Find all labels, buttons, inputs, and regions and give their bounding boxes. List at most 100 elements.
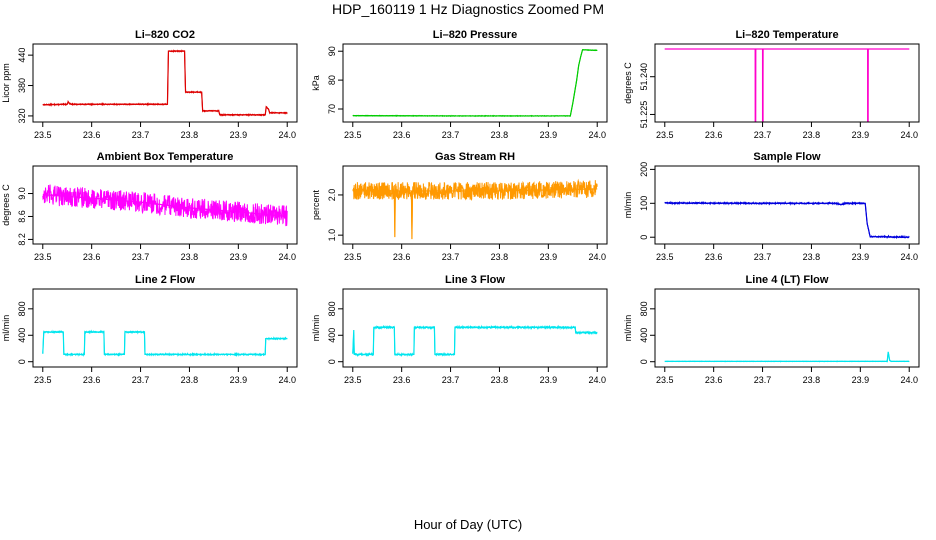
- y-tick-label: 51.225: [639, 101, 649, 129]
- plot-frame: [654, 288, 920, 368]
- series-line-base: [352, 49, 598, 117]
- x-tick-label: 23.9: [230, 375, 248, 385]
- y-tick-label: 0: [327, 359, 337, 364]
- x-tick-label: 23.9: [230, 252, 248, 262]
- chart-panel-9: Line 4 (LT) Flow 23.5 23.6 23.7 23.8 23.9 24.0…: [623, 274, 920, 385]
- y-tick-label: 380: [17, 78, 27, 93]
- y-tick-label: 100: [639, 196, 649, 211]
- panel-title: Line 2 Flow: [135, 274, 195, 286]
- y-axis-label: ml/min: [1, 315, 11, 342]
- series-line: [352, 178, 598, 231]
- x-tick-label: 23.6: [705, 252, 723, 262]
- chart-panel-8: Line 3 Flow 23.5 23.6 23.7 23.8 23.9 24.0 0 400 8…: [311, 274, 608, 385]
- y-axis-label: Licor ppm: [1, 63, 11, 103]
- x-tick-label: 23.5: [656, 130, 674, 140]
- chart-panel-7: Line 2 Flow 23.5 23.6 23.7 23.8 23.9 24.0 0 400 8…: [1, 274, 298, 385]
- x-tick-label: 23.6: [393, 252, 411, 262]
- series-line: [664, 352, 910, 363]
- x-tick-label: 24.0: [588, 130, 606, 140]
- x-tick-label: 23.5: [34, 375, 52, 385]
- series-line-base: [42, 331, 288, 356]
- panel-title: Ambient Box Temperature: [97, 151, 234, 163]
- y-tick-label: 0: [639, 235, 649, 240]
- y-tick-label: 51.240: [639, 63, 649, 91]
- series-line: [664, 48, 910, 122]
- x-tick-label: 23.5: [656, 375, 674, 385]
- plot-frame: [342, 288, 608, 368]
- x-tick-label: 23.9: [540, 252, 558, 262]
- panel-title: Line 3 Flow: [445, 274, 505, 286]
- x-tick-label: 23.5: [344, 252, 362, 262]
- series-line: [42, 184, 288, 227]
- series-line-base: [664, 202, 910, 238]
- figure-title: HDP_160119 1 Hz Diagnostics Zoomed PM: [331, 1, 605, 17]
- x-tick-label: 23.7: [132, 375, 150, 385]
- y-tick-label: 400: [639, 328, 649, 343]
- x-tick-label: 24.0: [278, 252, 296, 262]
- x-tick-label: 24.0: [278, 130, 296, 140]
- x-tick-label: 23.7: [442, 130, 460, 140]
- x-tick-label: 23.7: [754, 130, 772, 140]
- y-axis-label: ml/min: [311, 315, 321, 342]
- x-tick-label: 23.5: [656, 252, 674, 262]
- x-tick-label: 23.9: [852, 130, 870, 140]
- y-tick-label: 90: [327, 46, 337, 56]
- x-tick-label: 23.7: [442, 375, 460, 385]
- chart-panel-4: Ambient Box Temperature 23.5 23.6 23.7 23.8 2…: [1, 151, 298, 262]
- panel-title: Gas Stream RH: [435, 151, 515, 163]
- plot-frame: [654, 165, 920, 245]
- series-line: [42, 49, 288, 118]
- x-tick-label: 23.6: [83, 130, 101, 140]
- x-tick-label: 23.6: [83, 252, 101, 262]
- y-tick-label: 200: [639, 162, 649, 177]
- plot-frame: [32, 43, 298, 123]
- x-tick-label: 23.8: [803, 375, 821, 385]
- panel-title: Li–820 CO2: [135, 29, 195, 41]
- series-line-base: [352, 326, 598, 356]
- y-tick-label: 70: [327, 104, 337, 114]
- chart-panel-2: Li–820 Pressure 23.5 23.6 23.7 23.8 23.9 24.0 7…: [311, 29, 608, 140]
- x-tick-label: 23.7: [754, 252, 772, 262]
- x-tick-label: 23.6: [393, 130, 411, 140]
- plot-frame: [32, 288, 298, 368]
- y-axis-label: kPa: [311, 75, 321, 91]
- y-tick-label: 800: [327, 301, 337, 316]
- y-tick-label: 800: [17, 301, 27, 316]
- series-line: [42, 329, 288, 358]
- y-tick-label: 0: [639, 359, 649, 364]
- x-tick-label: 23.6: [393, 375, 411, 385]
- x-tick-label: 23.6: [83, 375, 101, 385]
- x-tick-label: 24.0: [900, 252, 918, 262]
- x-tick-label: 23.6: [705, 375, 723, 385]
- x-tick-label: 24.0: [588, 252, 606, 262]
- x-tick-label: 23.8: [491, 375, 509, 385]
- y-tick-label: 400: [327, 328, 337, 343]
- x-tick-label: 23.8: [491, 252, 509, 262]
- x-tick-label: 23.8: [803, 130, 821, 140]
- x-tick-label: 23.7: [132, 130, 150, 140]
- y-tick-label: 8.2: [17, 233, 27, 246]
- y-tick-label: 440: [17, 48, 27, 63]
- y-tick-label: 80: [327, 75, 337, 85]
- x-tick-label: 23.9: [540, 375, 558, 385]
- x-tick-label: 23.8: [803, 252, 821, 262]
- y-axis-label: degrees C: [1, 184, 11, 226]
- plot-frame: [32, 165, 298, 245]
- x-tick-label: 23.6: [705, 130, 723, 140]
- y-axis-label: degrees C: [623, 62, 633, 104]
- y-tick-label: 320: [17, 108, 27, 123]
- chart-panel-1: Li–820 CO2 23.5 23.6 23.7 23.8 23.9 24.0 320 380…: [1, 29, 298, 140]
- x-tick-label: 24.0: [278, 375, 296, 385]
- panel-title: Sample Flow: [753, 151, 821, 163]
- chart-panel-5: Gas Stream RH 23.5 23.6 23.7 23.8 23.9 24.0 1.0…: [311, 151, 608, 262]
- y-axis-label: ml/min: [623, 192, 633, 219]
- x-tick-label: 23.9: [540, 130, 558, 140]
- y-tick-label: 2.0: [327, 189, 337, 202]
- y-tick-label: 1.0: [327, 229, 337, 242]
- x-tick-label: 24.0: [900, 375, 918, 385]
- x-tick-label: 23.9: [230, 130, 248, 140]
- series-line-base: [42, 50, 288, 116]
- x-tick-label: 23.7: [754, 375, 772, 385]
- x-tick-label: 24.0: [900, 130, 918, 140]
- x-tick-label: 24.0: [588, 375, 606, 385]
